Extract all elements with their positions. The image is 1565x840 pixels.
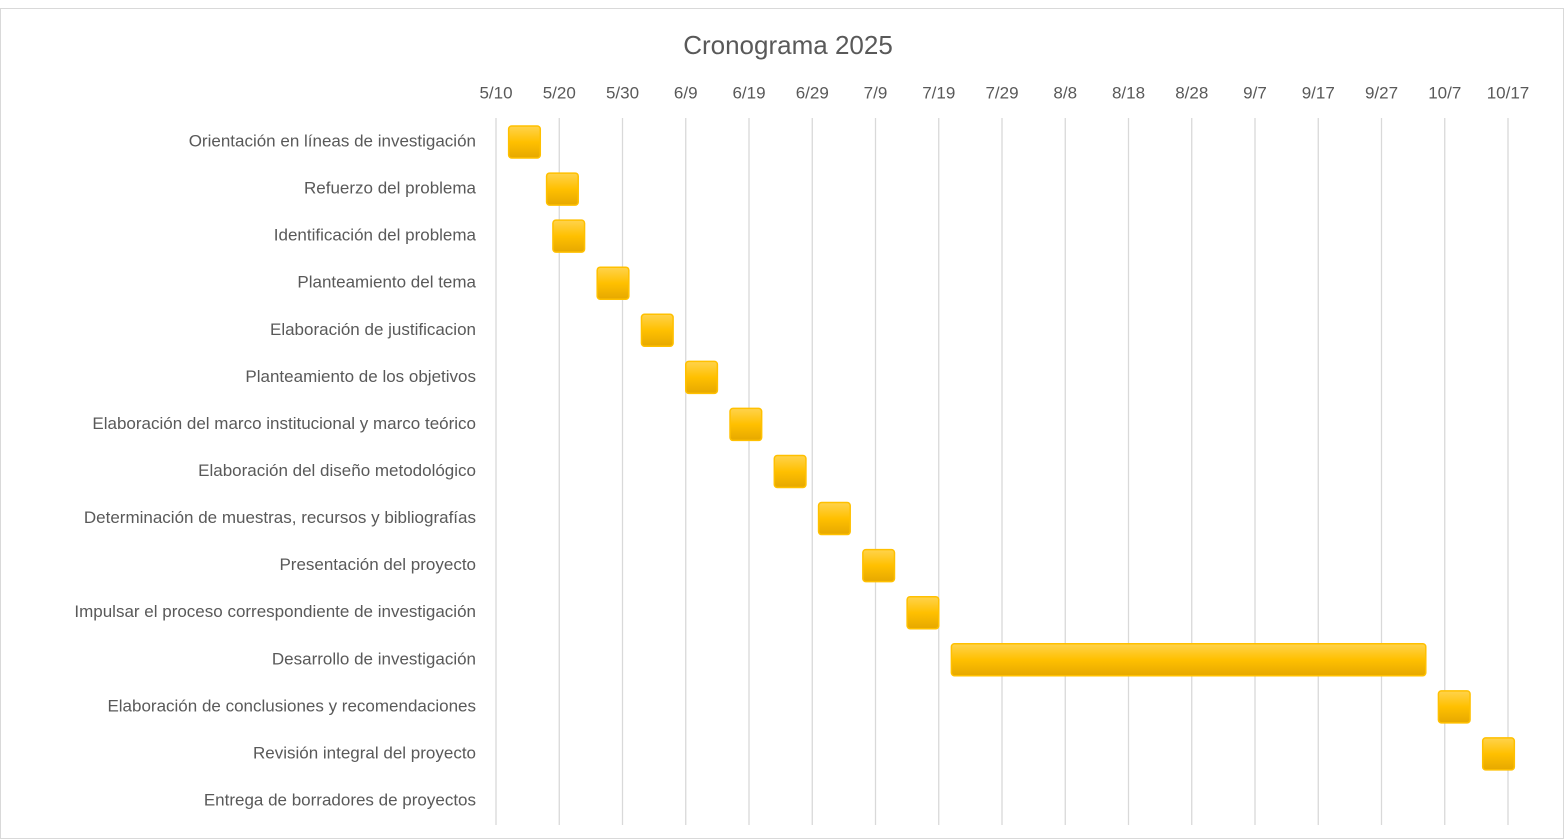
- bar: [685, 360, 719, 395]
- x-tick-label: 6/19: [732, 83, 765, 102]
- x-tick-label: 7/19: [922, 83, 955, 102]
- x-tick-label: 9/27: [1365, 83, 1398, 102]
- bar: [507, 125, 542, 159]
- y-tick-label: Elaboración del marco institucional y ma…: [92, 414, 476, 433]
- y-tick-label: Identificación del problema: [274, 226, 477, 245]
- y-tick-label: Elaboración de conclusiones y recomendac…: [107, 696, 476, 715]
- y-tick-label: Entrega de borradores de proyectos: [204, 790, 476, 809]
- chart-border: [0, 8, 1564, 839]
- y-tick-label: Presentación del proyecto: [279, 555, 476, 574]
- bar: [773, 454, 807, 489]
- x-tick-label: 7/9: [864, 83, 888, 102]
- y-tick-label: Elaboración del diseño metodológico: [198, 461, 476, 480]
- x-tick-label: 7/29: [985, 83, 1018, 102]
- bar: [906, 595, 940, 630]
- y-tick-label: Planteamiento del tema: [297, 273, 476, 292]
- y-tick-label: Impulsar el proceso correspondiente de i…: [74, 602, 476, 621]
- y-tick-label: Revisión integral del proyecto: [253, 743, 476, 762]
- x-tick-label: 9/7: [1243, 83, 1267, 102]
- x-tick-label: 8/8: [1053, 83, 1077, 102]
- chart-title: Cronograma 2025: [683, 30, 893, 60]
- bar: [950, 643, 1427, 677]
- bar: [640, 313, 674, 348]
- bar: [1481, 737, 1516, 771]
- bar: [1437, 690, 1471, 724]
- x-tick-label: 8/28: [1175, 83, 1208, 102]
- y-tick-label: Planteamiento de los objetivos: [245, 367, 476, 386]
- x-tick-label: 10/7: [1428, 83, 1461, 102]
- y-tick-label: Elaboración de justificacion: [270, 320, 476, 339]
- x-tick-label: 5/30: [606, 83, 639, 102]
- y-tick-label: Refuerzo del problema: [304, 179, 477, 198]
- bar: [545, 172, 579, 206]
- bar: [552, 219, 586, 253]
- x-tick-label: 5/20: [543, 83, 576, 102]
- bar: [862, 548, 896, 583]
- y-tick-label: Determinación de muestras, recursos y bi…: [84, 508, 476, 527]
- bar: [729, 407, 763, 442]
- y-tick-label: Orientación en líneas de investigación: [189, 131, 476, 150]
- bar: [817, 501, 851, 536]
- x-tick-label: 6/9: [674, 83, 698, 102]
- x-tick-label: 8/18: [1112, 83, 1145, 102]
- x-tick-label: 5/10: [479, 83, 512, 102]
- x-tick-label: 6/29: [796, 83, 829, 102]
- x-tick-label: 10/17: [1487, 83, 1530, 102]
- x-tick-label: 9/17: [1302, 83, 1335, 102]
- bar: [596, 266, 630, 300]
- y-tick-label: Desarrollo de investigación: [272, 649, 476, 668]
